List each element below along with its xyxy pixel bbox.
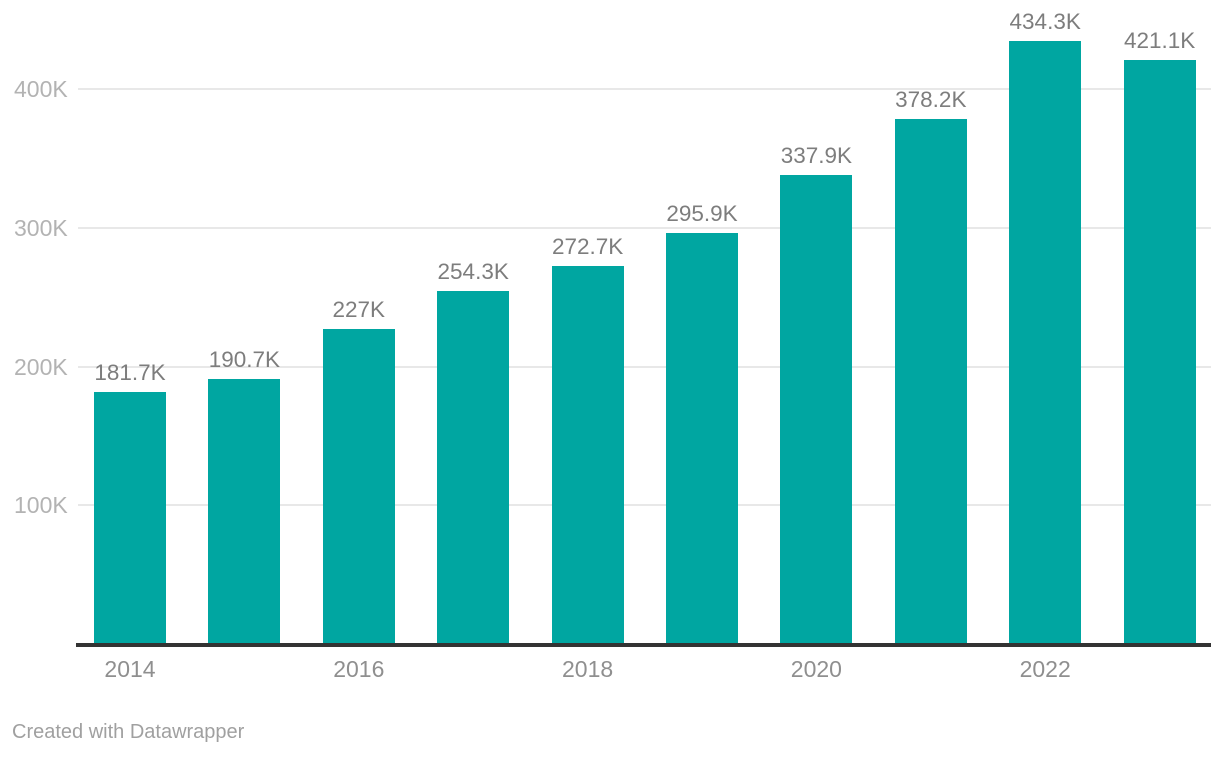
bar-2018[interactable]: [551, 265, 624, 643]
x-tick-label-2018: 2018: [562, 656, 614, 682]
value-label-2023: 421.1K: [1123, 27, 1196, 53]
gridline-200k: [78, 365, 1211, 368]
value-label-2017: 254.3K: [437, 259, 509, 285]
x-tick-label-2014: 2014: [104, 656, 156, 682]
bar-2021[interactable]: [894, 119, 967, 643]
bar-2022[interactable]: [1009, 41, 1082, 643]
value-label-2022: 434.3K: [1009, 9, 1081, 35]
x-tick-label-2016: 2016: [333, 656, 385, 682]
gridline-300k: [78, 226, 1211, 229]
y-tick-label-100k: 100K: [14, 492, 68, 519]
bar-2017[interactable]: [437, 291, 510, 643]
value-label-2015: 190.7K: [208, 347, 281, 373]
gridline-100k: [78, 504, 1211, 507]
y-tick-label-300k: 300K: [14, 214, 68, 241]
datawrapper-attribution-link[interactable]: Created with Datawrapper: [12, 721, 245, 743]
bar-2016[interactable]: [322, 329, 395, 643]
value-label-2020: 337.9K: [780, 143, 853, 169]
bar-2019[interactable]: [666, 233, 738, 643]
value-label-2019: 295.9K: [666, 201, 738, 227]
y-tick-label-200k: 200K: [14, 353, 68, 380]
gridline-400k: [78, 88, 1211, 90]
bar-2023[interactable]: [1123, 59, 1196, 643]
x-tick-label-2020: 2020: [790, 656, 842, 682]
value-label-2021: 378.2K: [895, 87, 967, 113]
value-label-2014: 181.7K: [94, 359, 166, 385]
bar-2015[interactable]: [208, 379, 281, 643]
bar-2014[interactable]: [94, 391, 166, 643]
value-label-2016: 227K: [332, 297, 386, 323]
x-tick-label-2022: 2022: [1019, 656, 1071, 682]
value-label-2018: 272.7K: [551, 233, 624, 259]
y-tick-label-400k: 400K: [14, 76, 68, 102]
x-axis-line: [76, 643, 1211, 647]
bar-2020[interactable]: [780, 175, 853, 643]
